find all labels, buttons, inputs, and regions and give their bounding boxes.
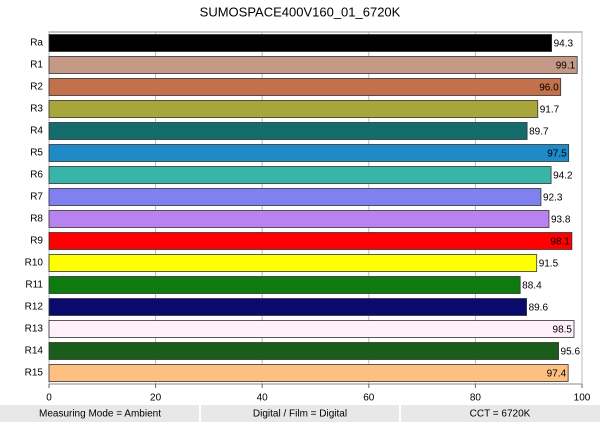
- x-tick-label: 0: [46, 393, 52, 404]
- y-tick-label: R6: [30, 170, 43, 181]
- value-label: 91.7: [540, 105, 560, 116]
- bar: [48, 144, 570, 162]
- x-tick-label: 40: [257, 393, 269, 404]
- y-tick-label: R1: [30, 60, 43, 71]
- y-tick-label: R10: [25, 258, 44, 269]
- y-tick-label: R14: [25, 346, 44, 357]
- footer-text: Digital / Film = Digital: [253, 409, 347, 420]
- bar: [48, 320, 575, 338]
- y-tick-label: R13: [25, 324, 44, 335]
- bar: [48, 254, 538, 272]
- value-label: 96.0: [539, 83, 559, 94]
- x-tick-label: 80: [470, 393, 482, 404]
- y-tick-label: R7: [30, 192, 43, 203]
- footer-text: Measuring Mode = Ambient: [39, 409, 161, 420]
- y-tick-label: R3: [30, 104, 43, 115]
- value-label: 91.5: [539, 259, 559, 270]
- value-label: 94.3: [554, 39, 574, 50]
- value-label: 97.5: [547, 149, 567, 160]
- value-label: 93.8: [551, 215, 571, 226]
- value-label: 89.6: [529, 303, 549, 314]
- value-label: 98.5: [553, 325, 573, 336]
- bar: [48, 166, 552, 184]
- y-tick-label: R12: [25, 302, 44, 313]
- bar: [48, 364, 569, 382]
- y-tick-label: R4: [30, 126, 43, 137]
- bar: [48, 56, 578, 74]
- y-tick-label: R5: [30, 148, 43, 159]
- bar: [48, 78, 562, 96]
- bar: [48, 298, 527, 316]
- x-tick-label: 20: [150, 393, 162, 404]
- bar: [48, 276, 521, 294]
- y-tick-label: Ra: [30, 38, 43, 49]
- y-tick-label: R2: [30, 82, 43, 93]
- value-label: 95.6: [561, 347, 581, 358]
- bar: [48, 210, 550, 228]
- bar: [48, 122, 528, 140]
- footer-bar: [0, 405, 600, 422]
- x-tick-label: 60: [363, 393, 375, 404]
- bar: [48, 232, 573, 250]
- chart-title: SUMOSPACE400V160_01_6720K: [200, 4, 401, 19]
- bar: [48, 342, 559, 360]
- value-label: 98.1: [550, 237, 570, 248]
- value-label: 92.3: [543, 193, 563, 204]
- y-tick-label: R9: [30, 236, 43, 247]
- bar: [48, 100, 539, 118]
- value-label: 89.7: [529, 127, 549, 138]
- value-label: 97.4: [547, 369, 567, 380]
- value-label: 99.1: [556, 61, 576, 72]
- footer-text: CCT = 6720K: [470, 409, 531, 420]
- y-tick-label: R8: [30, 214, 43, 225]
- value-label: 94.2: [553, 171, 573, 182]
- value-label: 88.4: [522, 281, 542, 292]
- bar: [48, 34, 553, 52]
- bar: [48, 188, 542, 206]
- y-tick-label: R11: [25, 280, 43, 291]
- y-tick-label: R15: [25, 368, 44, 379]
- x-tick-label: 100: [574, 393, 591, 404]
